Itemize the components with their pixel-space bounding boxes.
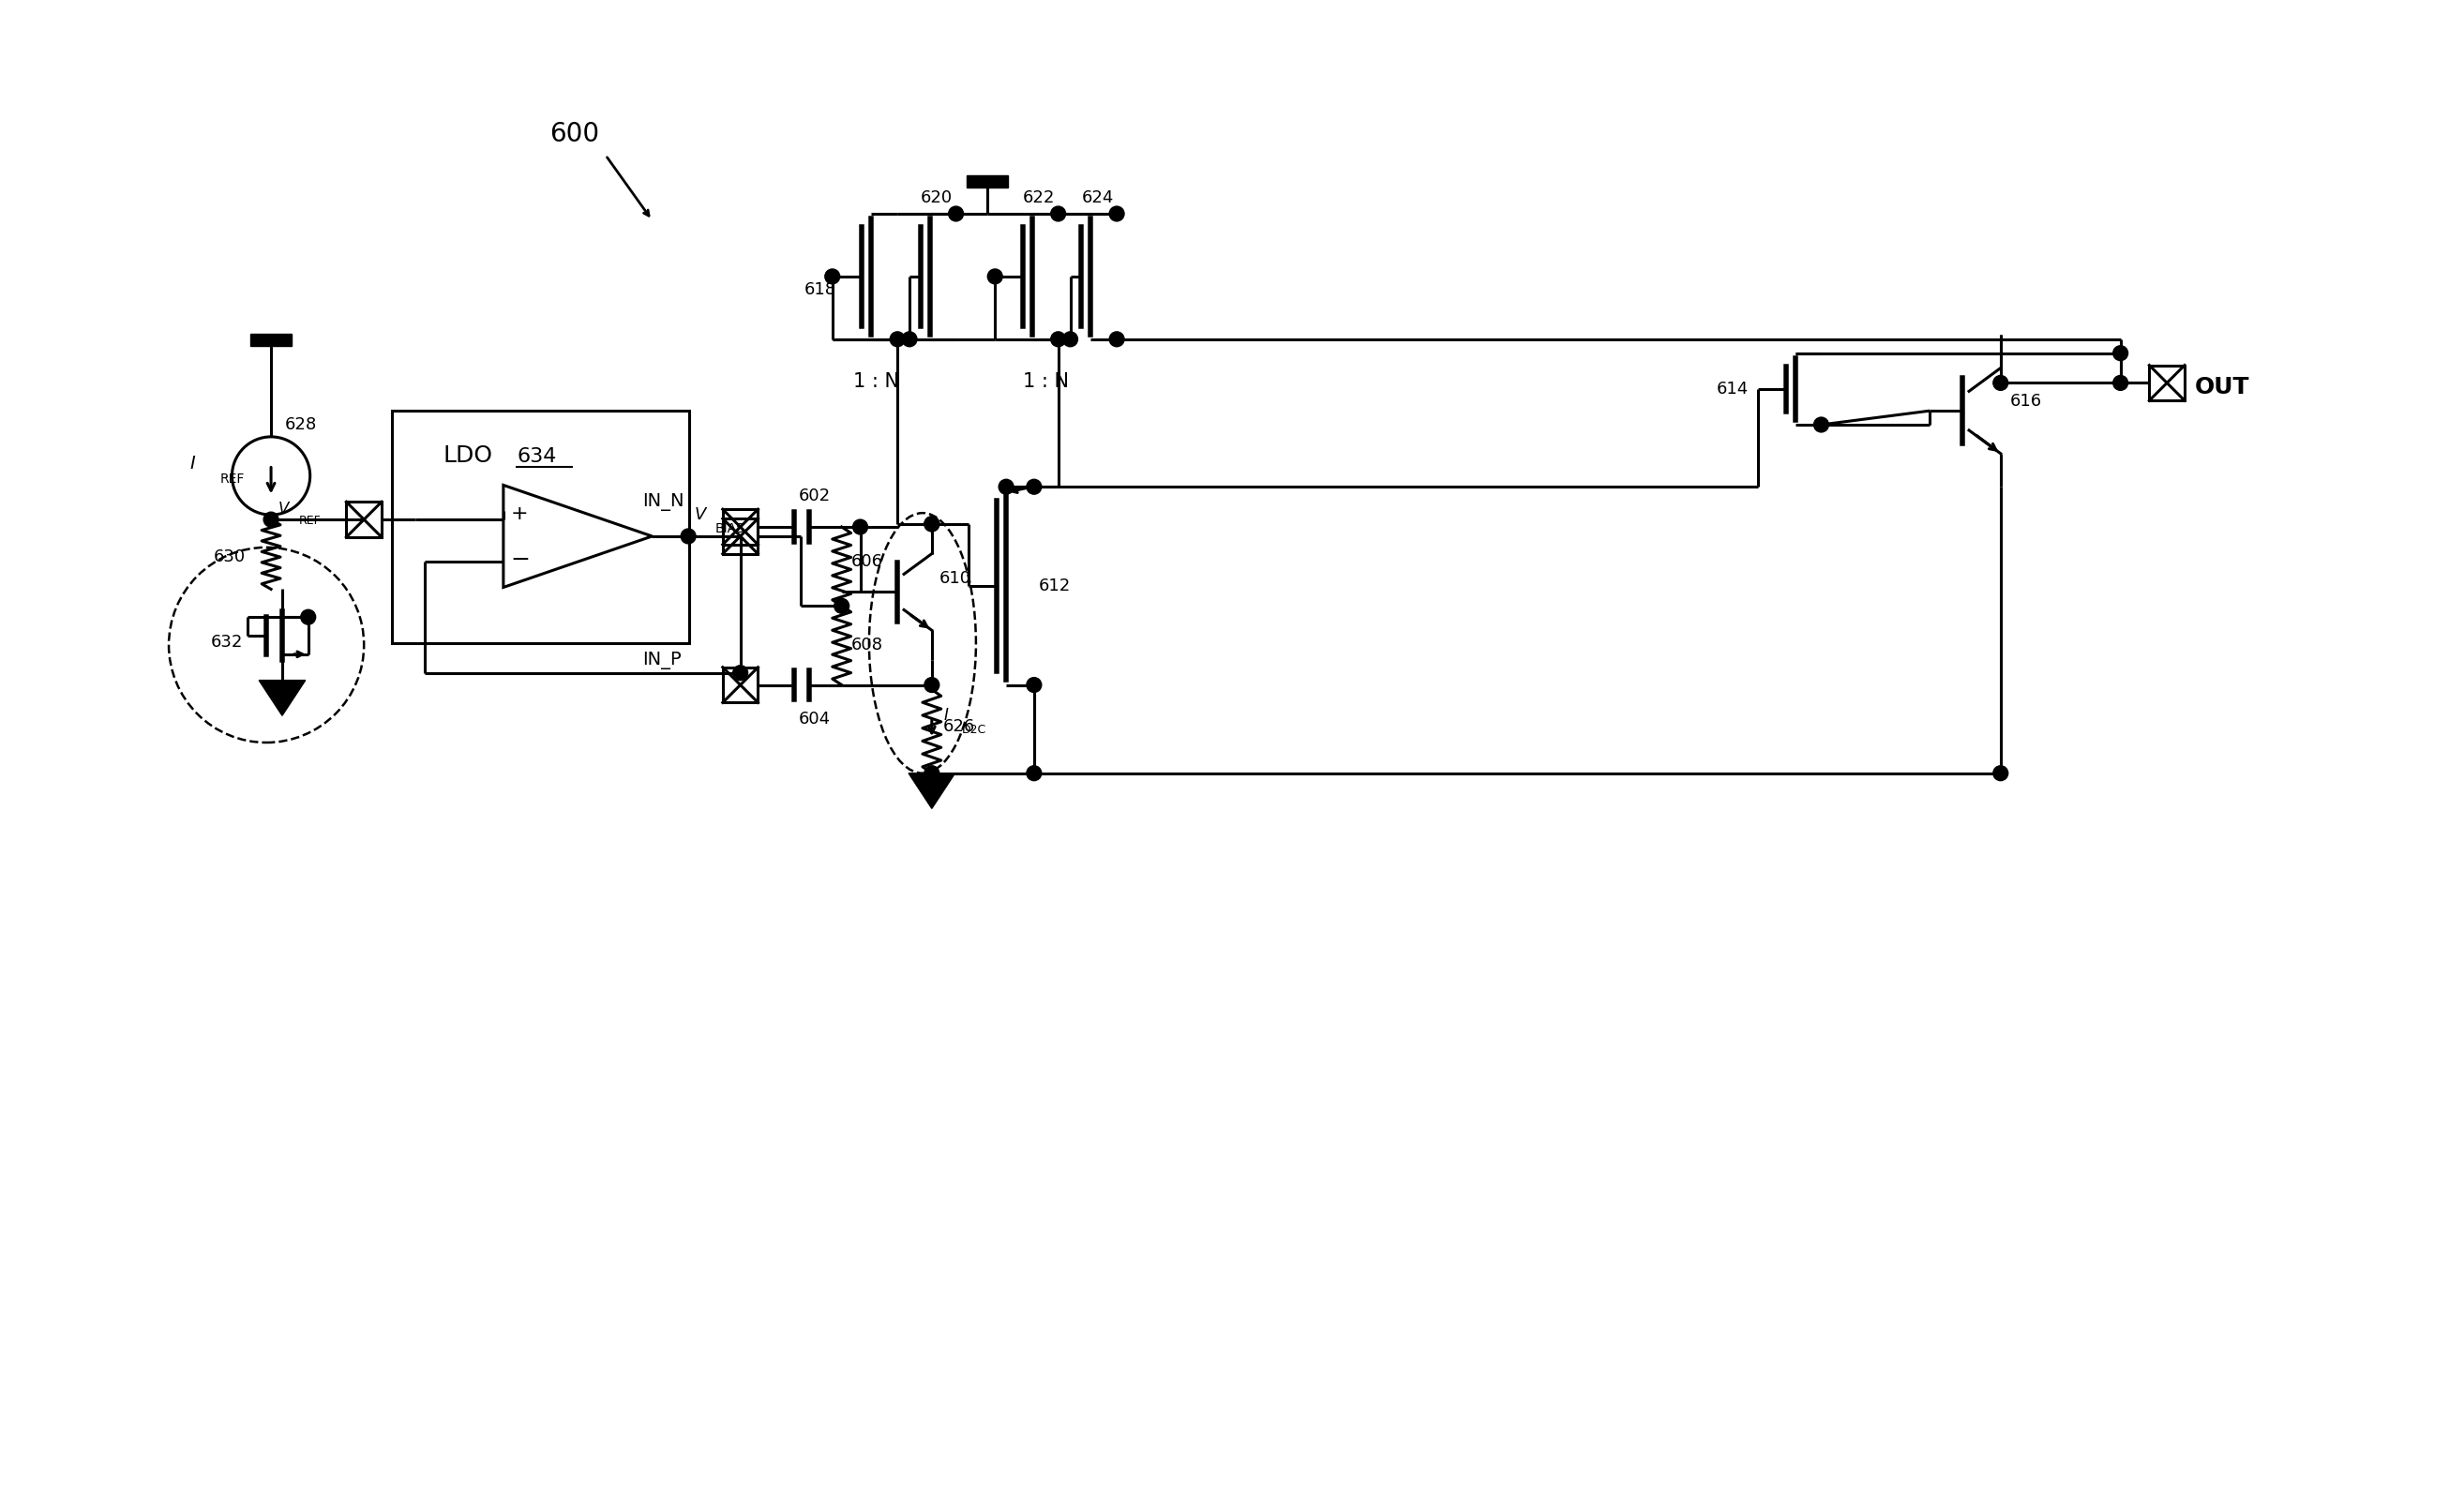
Text: BIAS: BIAS (715, 522, 744, 535)
Circle shape (1050, 331, 1064, 346)
Text: 624: 624 (1082, 190, 1114, 207)
Bar (968, 175, 1008, 187)
Text: −: − (510, 548, 530, 571)
Text: 614: 614 (1717, 380, 1749, 397)
Circle shape (2114, 346, 2129, 361)
Circle shape (1062, 331, 1077, 346)
Circle shape (988, 269, 1003, 284)
Text: $I$: $I$ (944, 707, 949, 724)
Circle shape (853, 520, 867, 535)
Circle shape (1050, 207, 1064, 221)
Circle shape (998, 480, 1013, 495)
Circle shape (1027, 678, 1042, 692)
Bar (722, 510, 759, 544)
Text: OUT: OUT (2195, 376, 2250, 398)
Circle shape (924, 765, 939, 780)
Text: 612: 612 (1040, 578, 1072, 594)
Text: IN_N: IN_N (643, 493, 685, 511)
Circle shape (732, 666, 747, 681)
Text: 620: 620 (922, 190, 954, 207)
Circle shape (301, 609, 315, 624)
Text: 610: 610 (939, 569, 971, 587)
Circle shape (1027, 480, 1042, 495)
Circle shape (680, 529, 695, 544)
Circle shape (835, 599, 850, 614)
Text: REF: REF (298, 514, 320, 528)
Text: $V$: $V$ (695, 507, 707, 523)
Text: $V$: $V$ (278, 501, 291, 517)
Circle shape (1993, 765, 2008, 780)
Circle shape (924, 517, 939, 532)
Text: 600: 600 (549, 120, 599, 147)
Text: D2C: D2C (961, 724, 986, 736)
Circle shape (902, 331, 917, 346)
Text: 628: 628 (286, 416, 318, 432)
Circle shape (1109, 331, 1124, 346)
Circle shape (1814, 418, 1828, 432)
Circle shape (949, 207, 963, 221)
Text: IN_P: IN_P (643, 651, 683, 669)
Text: 616: 616 (2011, 392, 2043, 410)
Bar (722, 519, 759, 554)
Text: 618: 618 (803, 281, 835, 299)
Text: 604: 604 (798, 710, 830, 728)
Text: 1 : N: 1 : N (1023, 373, 1069, 391)
Circle shape (2114, 376, 2129, 391)
Text: LDO: LDO (444, 444, 493, 467)
Bar (392, 410, 690, 643)
Text: 632: 632 (209, 633, 244, 651)
Circle shape (264, 513, 278, 528)
Polygon shape (909, 773, 956, 808)
Polygon shape (259, 681, 306, 716)
Text: 1 : N: 1 : N (853, 373, 899, 391)
Text: 630: 630 (214, 548, 246, 566)
Bar (251, 334, 291, 346)
Circle shape (1027, 765, 1042, 780)
Text: $I$: $I$ (190, 455, 197, 473)
Bar (347, 502, 382, 536)
Text: 608: 608 (850, 637, 882, 654)
Text: 626: 626 (944, 718, 976, 736)
Text: +: + (510, 504, 527, 523)
Circle shape (890, 331, 904, 346)
Text: REF: REF (219, 473, 244, 486)
Bar (2149, 366, 2186, 401)
Circle shape (924, 678, 939, 692)
Circle shape (1993, 376, 2008, 391)
Text: 606: 606 (850, 553, 882, 571)
Text: 602: 602 (798, 487, 830, 505)
Text: 634: 634 (517, 447, 557, 465)
Circle shape (924, 517, 939, 532)
Bar (722, 667, 759, 703)
Text: 622: 622 (1023, 190, 1055, 207)
Circle shape (1109, 207, 1124, 221)
Circle shape (825, 269, 840, 284)
